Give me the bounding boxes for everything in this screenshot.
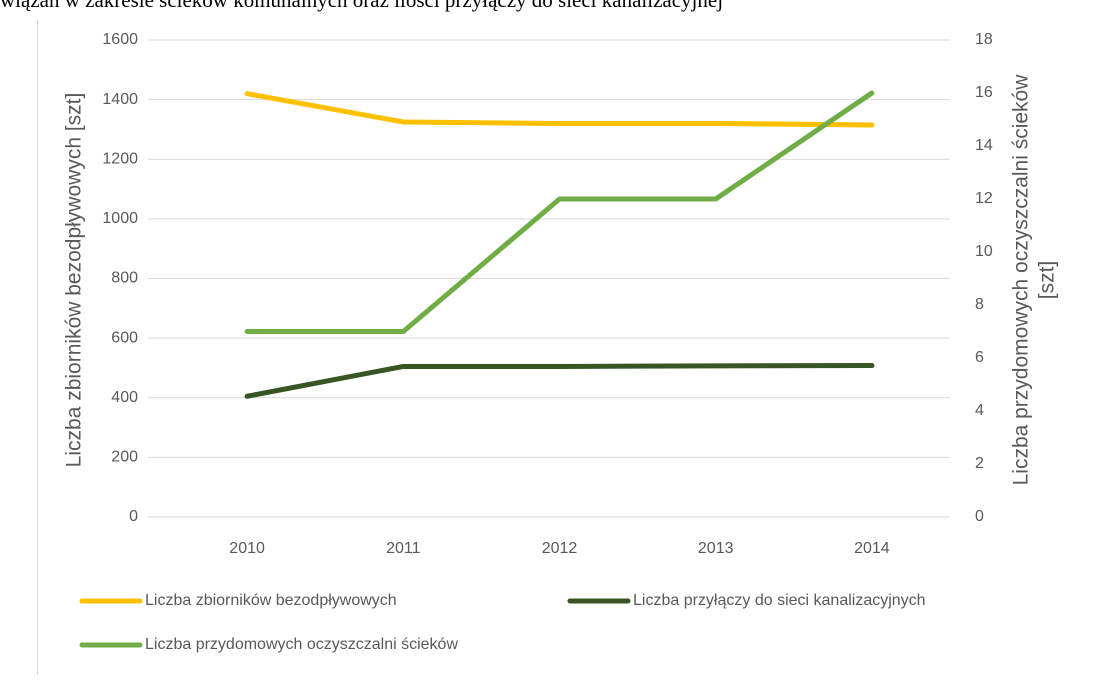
x-tick-label: 2013 xyxy=(698,540,734,557)
y2-tick-label: 6 xyxy=(975,349,984,366)
data-line xyxy=(244,91,875,128)
y-tick-label: 600 xyxy=(111,329,138,346)
y-tick-label: 200 xyxy=(111,449,138,466)
y-tick-label: 800 xyxy=(111,270,138,287)
y-tick-label: 1600 xyxy=(102,31,138,48)
y-axis-title: Liczba zbiorników bezodpływowych [szt] xyxy=(63,93,86,468)
y2-axis-title: [szt] xyxy=(1036,261,1059,300)
y2-tick-label: 14 xyxy=(975,137,993,154)
x-tick-label: 2011 xyxy=(386,540,421,557)
y2-tick-label: 0 xyxy=(975,508,984,525)
legend-label: Liczba zbiorników bezodpływowych xyxy=(145,592,397,609)
y-tick-label: 1000 xyxy=(102,210,138,227)
caption: wiązań w zakresie ścieków komunalnych or… xyxy=(0,0,723,12)
y2-tick-label: 2 xyxy=(975,455,984,472)
data-line xyxy=(244,363,875,399)
legend-label: Liczba przydomowych oczyszczalni ścieków xyxy=(145,636,458,653)
x-tick-label: 2010 xyxy=(229,540,265,557)
y-tick-label: 1200 xyxy=(102,150,138,167)
legend-label: Liczba przyłączy do sieci kanalizacyjnyc… xyxy=(633,592,926,609)
y2-tick-label: 12 xyxy=(975,190,993,207)
y2-axis-title: Liczba przydomowych oczyszczalni ścieków xyxy=(1010,74,1033,486)
y2-tick-label: 10 xyxy=(975,243,993,260)
y2-tick-label: 4 xyxy=(975,402,984,419)
y2-tick-label: 16 xyxy=(975,84,993,101)
y2-tick-label: 18 xyxy=(975,31,993,48)
x-tick-label: 2012 xyxy=(542,540,578,557)
data-line xyxy=(244,90,875,334)
x-tick-label: 2014 xyxy=(854,540,890,557)
y-tick-label: 400 xyxy=(111,389,138,406)
y-tick-label: 0 xyxy=(129,508,138,525)
y-tick-label: 1400 xyxy=(102,91,138,108)
y2-tick-label: 8 xyxy=(975,296,984,313)
